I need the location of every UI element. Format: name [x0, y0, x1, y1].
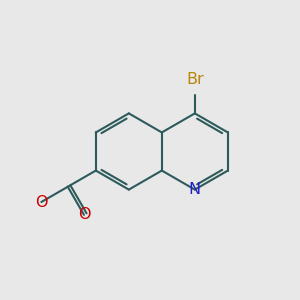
- Text: O: O: [35, 194, 48, 209]
- Text: N: N: [189, 182, 201, 197]
- Text: Br: Br: [186, 72, 204, 87]
- Text: O: O: [78, 207, 90, 222]
